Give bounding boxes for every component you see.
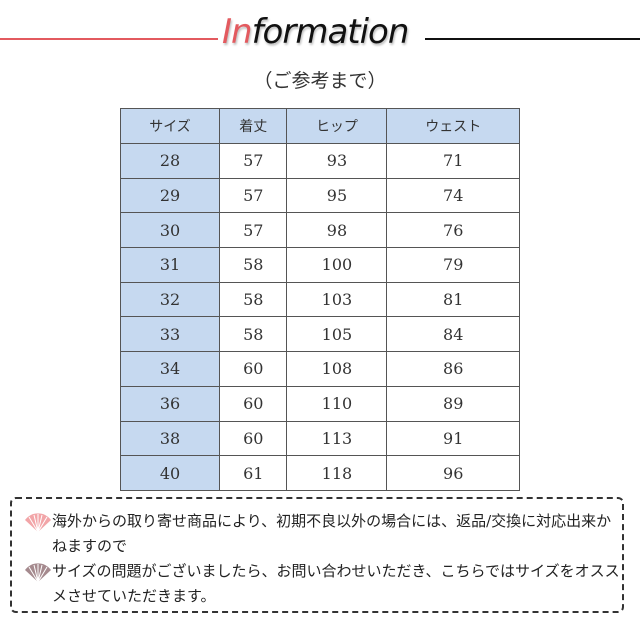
value-cell: 110	[286, 385, 388, 422]
fan-icon	[25, 563, 51, 583]
value-cell: 91	[386, 420, 520, 457]
size-cell: 40	[119, 455, 221, 491]
value-cell: 60	[219, 351, 288, 387]
value-cell: 60	[219, 420, 288, 457]
size-cell: 32	[119, 281, 221, 318]
table-row: 40 61 118 96	[119, 455, 520, 491]
table-row: 31 58 100 79	[119, 247, 520, 283]
value-cell: 79	[386, 247, 520, 283]
size-cell: 29	[119, 177, 221, 214]
title-line-right	[425, 38, 640, 40]
table-row: 30 57 98 76	[119, 212, 520, 249]
size-cell: 28	[119, 143, 221, 179]
value-cell: 58	[219, 316, 288, 353]
value-cell: 118	[286, 455, 388, 491]
notice-item: 海外からの取り寄せ商品により、初期不良以外の場合には、返品/交換に対応出来かねま…	[24, 509, 624, 559]
value-cell: 57	[219, 143, 288, 179]
size-cell: 33	[119, 316, 221, 353]
table-row: 34 60 108 86	[119, 351, 520, 387]
title-line-left	[0, 38, 218, 40]
table-row: 32 58 103 81	[119, 281, 520, 318]
table-row: 28 57 93 71	[119, 143, 520, 179]
table-row: 36 60 110 89	[119, 385, 520, 422]
value-cell: 86	[386, 351, 520, 387]
value-cell: 57	[219, 177, 288, 214]
table-row: 29 57 95 74	[119, 177, 520, 214]
size-cell: 30	[119, 212, 221, 249]
value-cell: 81	[386, 281, 520, 318]
value-cell: 71	[386, 143, 520, 179]
value-cell: 76	[386, 212, 520, 249]
value-cell: 93	[286, 143, 388, 179]
column-header: ヒップ	[286, 108, 388, 144]
notice-box: 海外からの取り寄せ商品により、初期不良以外の場合には、返品/交換に対応出来かねま…	[10, 497, 624, 613]
value-cell: 58	[219, 281, 288, 318]
table-row: 38 60 113 91	[119, 420, 520, 457]
value-cell: 84	[386, 316, 520, 353]
value-cell: 105	[286, 316, 388, 353]
value-cell: 113	[286, 420, 388, 457]
value-cell: 108	[286, 351, 388, 387]
size-cell: 36	[119, 385, 221, 422]
notice-item: サイズの問題がございましたら、お問い合わせいただき、こちらではサイズをオススメさ…	[24, 559, 624, 609]
column-header: 着丈	[219, 108, 288, 144]
value-cell: 58	[219, 247, 288, 283]
value-cell: 89	[386, 385, 520, 422]
column-header: サイズ	[119, 108, 221, 144]
value-cell: 100	[286, 247, 388, 283]
size-cell: 31	[119, 247, 221, 283]
value-cell: 61	[219, 455, 288, 491]
subtitle: （ご参考まで）	[253, 70, 387, 92]
size-cell: 34	[119, 351, 221, 387]
page-title: Information	[222, 12, 409, 52]
size-table: サイズ 着丈 ヒップ ウェスト 28 57 93 71 29 57 95 74 30 57 98 76 31 5…	[119, 108, 520, 491]
value-cell: 103	[286, 281, 388, 318]
column-header: ウェスト	[386, 108, 520, 144]
size-cell: 38	[119, 420, 221, 457]
value-cell: 60	[219, 385, 288, 422]
table-row: 33 58 105 84	[119, 316, 520, 353]
value-cell: 74	[386, 177, 520, 214]
value-cell: 98	[286, 212, 388, 249]
value-cell: 57	[219, 212, 288, 249]
fan-icon	[25, 513, 51, 533]
value-cell: 95	[286, 177, 388, 214]
value-cell: 96	[386, 455, 520, 491]
